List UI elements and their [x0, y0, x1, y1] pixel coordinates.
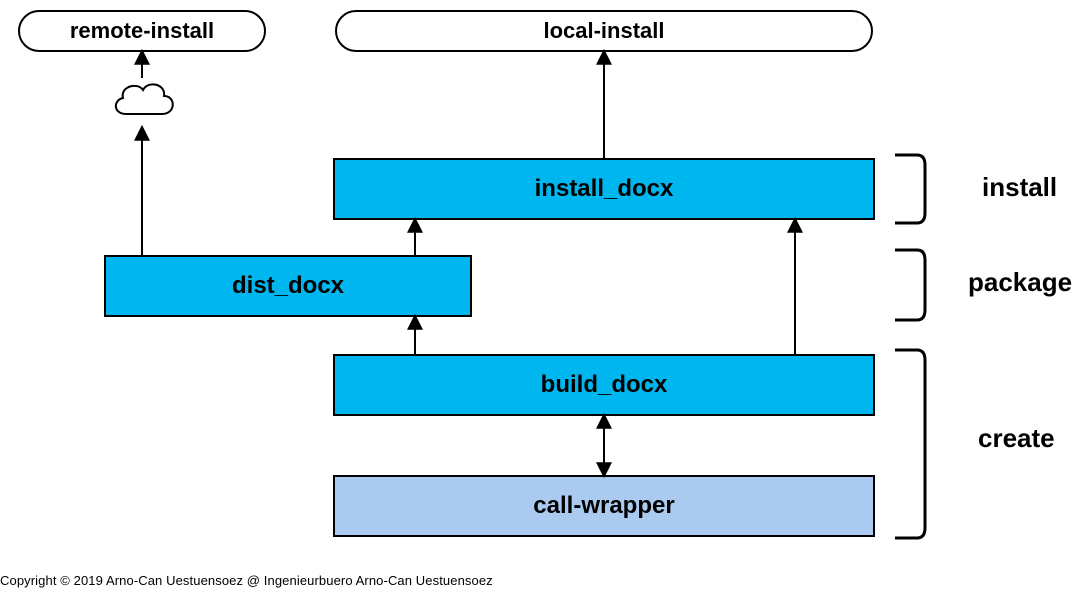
arrows-layer: [0, 0, 1083, 593]
diagram-canvas: remote-install local-install install_doc…: [0, 0, 1083, 593]
copyright-text: Copyright © 2019 Arno-Can Uestuensoez @ …: [0, 573, 493, 588]
